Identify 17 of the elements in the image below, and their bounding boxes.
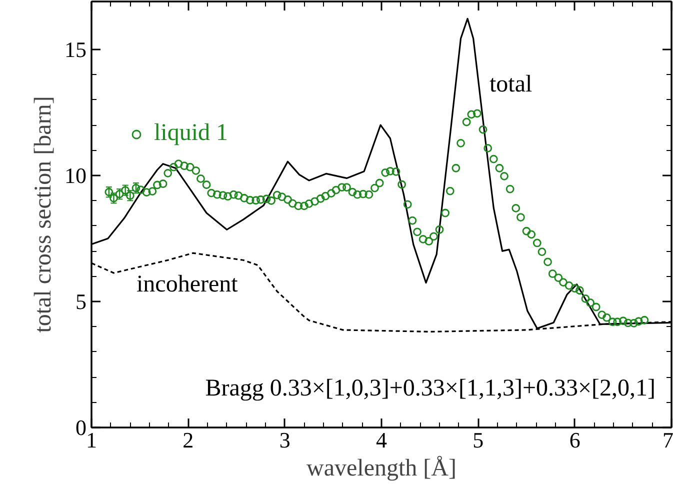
x-tick-label: 1 xyxy=(86,428,97,452)
y-tick-label: 15 xyxy=(64,36,86,62)
x-tick-label: 4 xyxy=(376,428,387,452)
annotation: Bragg 0.33×[1,0,3]+0.33×[1,1,3]+0.33×[2,0,1] xyxy=(205,376,656,402)
annotation: incoherent xyxy=(136,272,238,298)
x-tick-label: 6 xyxy=(569,428,580,452)
x-axis-title: wavelength [Å] xyxy=(306,456,456,482)
x-tick-label: 5 xyxy=(472,428,484,452)
legend-label: liquid 1 xyxy=(154,120,228,147)
x-tick-label: 3 xyxy=(279,428,290,452)
y-axis-title: total cross section [barn] xyxy=(30,96,56,333)
y-tick-label: 10 xyxy=(64,162,86,188)
y-tick-label: 0 xyxy=(76,415,86,440)
x-tick-label: 2 xyxy=(182,428,194,452)
annotation: total xyxy=(490,72,532,98)
y-tick-label: 5 xyxy=(76,288,86,314)
x-tick-label: 7 xyxy=(662,428,673,452)
